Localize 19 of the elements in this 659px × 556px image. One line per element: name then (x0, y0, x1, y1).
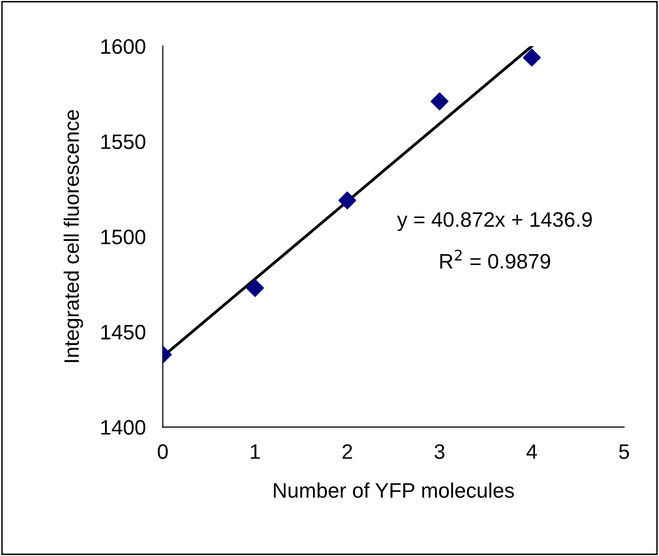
y-tick-label: 1400 (101, 420, 146, 435)
annotation: R$^{2}$ = 0.9879 (440, 250, 550, 269)
x-tick-label: 5 (619, 444, 629, 459)
y-axis-title: Integrated cell fluorescence (64, 110, 84, 362)
x-tick-label: 0 (158, 444, 168, 459)
x-axis-title: Number of YFP molecules (274, 482, 514, 498)
x-tick-label: 3 (434, 444, 444, 459)
point (430, 92, 448, 110)
x-tick-label: 1 (250, 444, 260, 459)
point (246, 279, 264, 297)
y-tick-label: 1450 (101, 324, 146, 340)
point (522, 48, 541, 66)
x-tick-label: 4 (526, 444, 537, 459)
annotation: y = 40.872x + 1436.9 (397, 212, 592, 232)
y-tick-label: 1500 (101, 230, 146, 244)
x-tick-label: 2 (342, 444, 352, 459)
point (338, 191, 356, 210)
y-tick-label: 1600 (101, 39, 146, 54)
y-tick-label: 1550 (101, 134, 146, 150)
